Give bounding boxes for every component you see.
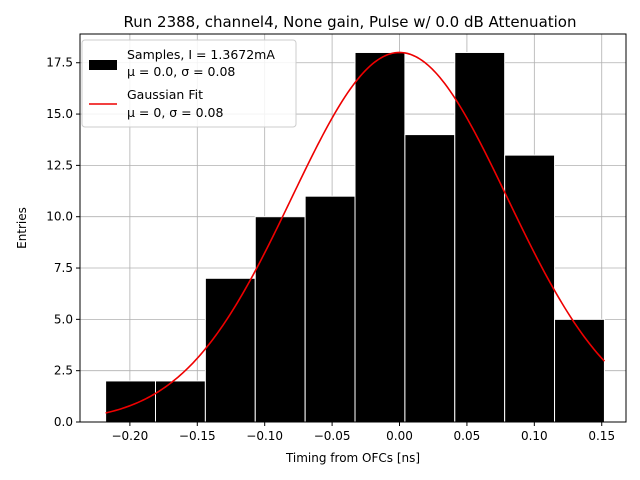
plot-frame	[79, 33, 627, 423]
histogram-bar	[204, 277, 256, 423]
x-tick-label: −0.10	[246, 429, 283, 443]
legend-box	[81, 39, 297, 128]
y-axis-ticks: 0.0 2.5 5.0 7.5 10.0 12.5 15.0 17.5	[46, 56, 80, 429]
histogram-bar	[105, 380, 156, 423]
legend-samples-label: Samples, I = 1.3672mA	[127, 47, 275, 62]
histogram-bar	[354, 51, 406, 423]
histogram-bar	[154, 380, 206, 423]
legend-samples-params: μ = 0.0, σ = 0.08	[127, 64, 235, 79]
x-tick-label: −0.05	[314, 429, 351, 443]
x-tick-label: 0.00	[386, 429, 413, 443]
x-tick-label: −0.15	[179, 429, 216, 443]
x-tick-label: 0.05	[454, 429, 481, 443]
x-axis-ticks: −0.20 −0.15 −0.10 −0.05 0.00 0.05 0.10 0.15	[111, 422, 615, 443]
y-tick-label: 5.0	[54, 312, 73, 326]
histogram-bar	[504, 154, 556, 423]
chart-title: Run 2388, channel4, None gain, Pulse w/ …	[124, 13, 577, 31]
x-tick-label: 0.10	[521, 429, 548, 443]
x-tick-label: −0.20	[111, 429, 148, 443]
x-tick-label: 0.15	[588, 429, 615, 443]
histogram-bar	[404, 134, 456, 423]
y-axis-label: Entries	[15, 207, 29, 249]
legend-samples-swatch	[89, 60, 117, 70]
legend-fit-params: μ = 0, σ = 0.08	[127, 105, 223, 120]
histogram-bar	[554, 318, 605, 423]
legend: Samples, I = 1.3672mA μ = 0.0, σ = 0.08 …	[81, 39, 297, 128]
y-tick-label: 10.0	[46, 210, 73, 224]
gaussian-fit-curve	[105, 51, 606, 414]
histogram-bars	[105, 51, 605, 423]
y-tick-label: 15.0	[46, 107, 73, 121]
histogram-bar	[454, 51, 506, 423]
y-tick-label: 17.5	[46, 56, 73, 70]
y-tick-label: 12.5	[46, 158, 73, 172]
y-tick-label: 2.5	[54, 364, 73, 378]
histogram-bar	[304, 195, 356, 423]
y-tick-label: 7.5	[54, 261, 73, 275]
legend-fit-label: Gaussian Fit	[127, 87, 203, 102]
histogram-bar	[254, 216, 306, 423]
y-tick-label: 0.0	[54, 415, 73, 429]
x-axis-label: Timing from OFCs [ns]	[285, 451, 420, 465]
